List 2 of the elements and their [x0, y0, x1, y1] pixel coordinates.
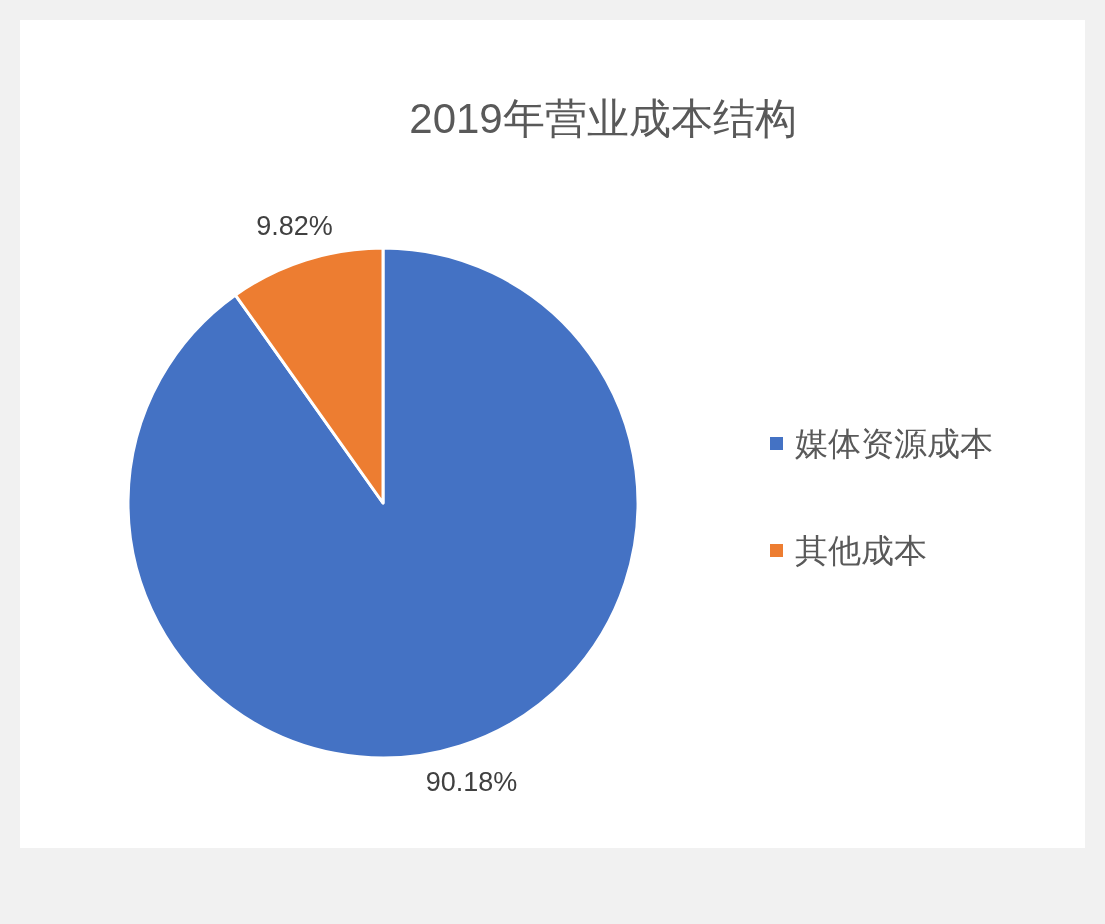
legend-label: 其他成本: [795, 532, 927, 569]
title: 2019年营业成本结构: [409, 95, 797, 142]
